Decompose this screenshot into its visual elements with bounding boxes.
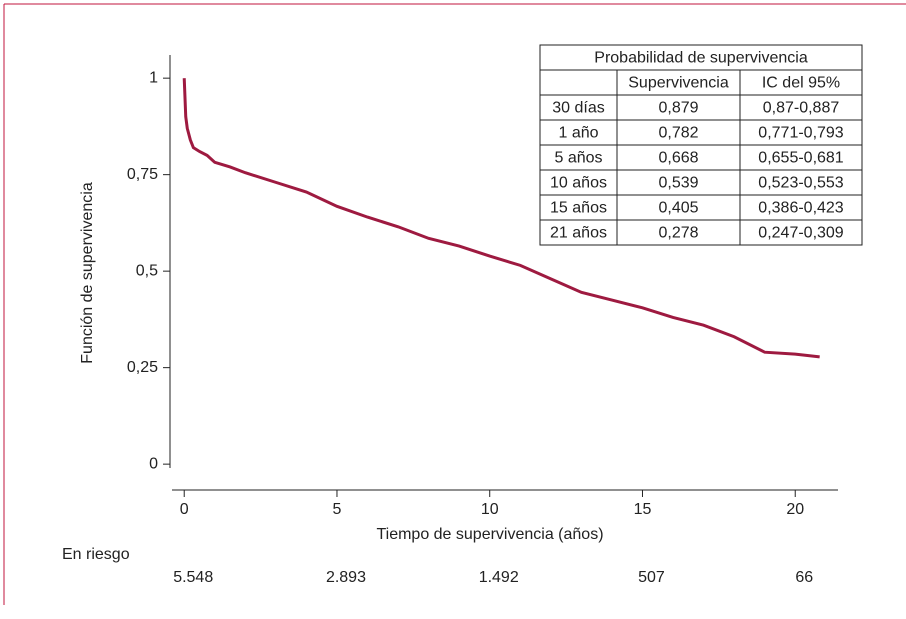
table-header: Supervivencia — [628, 75, 729, 92]
table-text: 0,655-0,681 — [758, 150, 844, 167]
table-cell — [539, 69, 618, 96]
survival-curve — [182, 78, 820, 359]
table-text: 5 años — [554, 150, 602, 167]
table-text: 0,782 — [658, 125, 698, 142]
at-risk-count: 507 — [638, 569, 665, 586]
x-tick-label: 5 — [333, 501, 342, 518]
table-text: 0,386-0,423 — [758, 200, 844, 217]
y-tick-label: 0,75 — [127, 166, 158, 183]
table-header: IC del 95% — [762, 75, 840, 92]
table-text: 0,668 — [658, 150, 698, 167]
x-tick-label: 20 — [786, 501, 804, 518]
at-risk-count: 5.548 — [173, 569, 213, 586]
at-risk-label: En riesgo — [62, 546, 130, 563]
y-tick-label: 1 — [149, 69, 158, 86]
table-text: 0,405 — [658, 200, 698, 217]
y-tick-label: 0,5 — [136, 262, 158, 279]
table-cell — [739, 219, 863, 246]
table-text: 0,87-0,887 — [763, 100, 840, 117]
at-risk-count: 2.893 — [326, 569, 366, 586]
x-tick-label: 15 — [634, 501, 652, 518]
at-risk-count: 66 — [795, 569, 813, 586]
x-tick-label: 10 — [481, 501, 499, 518]
table-title: Probabilidad de supervivencia — [594, 50, 808, 67]
table-text: 15 años — [550, 200, 607, 217]
y-axis-label: Función de supervivencia — [79, 182, 96, 364]
table-text: 30 días — [552, 100, 604, 117]
table-text: 0,771-0,793 — [758, 125, 844, 142]
table-text: 10 años — [550, 175, 607, 192]
table-text: 0,247-0,309 — [758, 225, 844, 242]
x-axis-label: Tiempo de supervivencia (años) — [376, 526, 603, 543]
table-text: 1 año — [558, 125, 598, 142]
y-tick-label: 0 — [149, 455, 158, 472]
table-text: 0,539 — [658, 175, 698, 192]
x-tick-label: 0 — [180, 501, 189, 518]
table-text: 0,523-0,553 — [758, 175, 844, 192]
at-risk-count: 1.492 — [479, 569, 519, 586]
y-tick-label: 0,25 — [127, 359, 158, 376]
table-text: 0,879 — [658, 100, 698, 117]
table-text: 21 años — [550, 225, 607, 242]
table-text: 0,278 — [658, 225, 698, 242]
